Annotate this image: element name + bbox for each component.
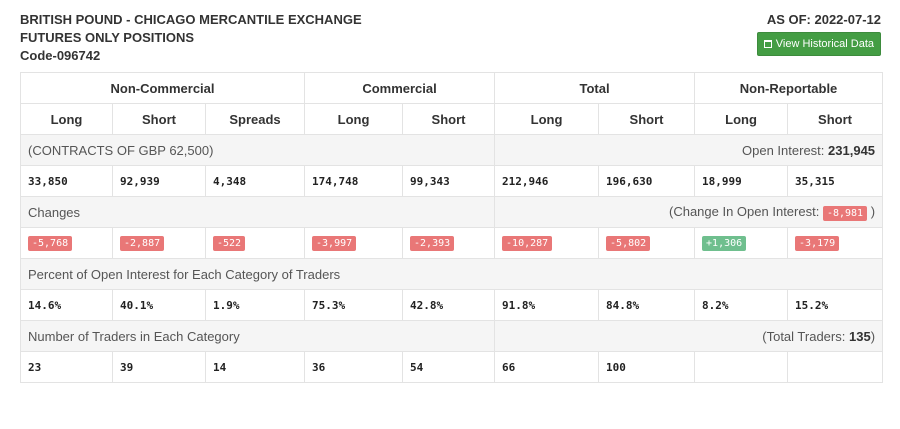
change-badge: -2,393 bbox=[410, 235, 455, 251]
table-cell: 212,946 bbox=[494, 165, 600, 197]
change-badge: -522 bbox=[213, 235, 246, 251]
change-badge: -3,179 bbox=[795, 235, 840, 251]
col-header: Long bbox=[494, 103, 600, 135]
percent-row: 14.6% 40.1% 1.9% 75.3% 42.8% 91.8% 84.8%… bbox=[20, 289, 884, 321]
table-cell: -5,802 bbox=[598, 227, 696, 259]
table-cell: 84.8% bbox=[598, 289, 696, 321]
change-badge: -5,802 bbox=[606, 235, 651, 251]
table-cell: 99,343 bbox=[402, 165, 496, 197]
change-oi-close: ) bbox=[870, 203, 876, 219]
change-badge: -3,997 bbox=[312, 235, 357, 251]
table-cell: -2,393 bbox=[402, 227, 496, 259]
table-cell: 92,939 bbox=[112, 165, 206, 197]
col-header: Long bbox=[694, 103, 789, 135]
table-cell: +1,306 bbox=[694, 227, 789, 259]
table-cell: 33,850 bbox=[20, 165, 113, 197]
table-cell: -5,768 bbox=[20, 227, 113, 259]
table-cell: 14.6% bbox=[20, 289, 113, 321]
table-cell: 35,315 bbox=[787, 165, 884, 197]
column-header-row: Long Short Spreads Long Short Long Short… bbox=[20, 103, 884, 135]
table-cell: 91.8% bbox=[494, 289, 600, 321]
table-cell: 174,748 bbox=[304, 165, 404, 197]
change-badge: -5,768 bbox=[28, 235, 73, 251]
total-traders-label: (Total Traders: bbox=[762, 328, 846, 344]
col-header: Long bbox=[304, 103, 404, 135]
table-cell: 18,999 bbox=[694, 165, 789, 197]
col-header: Long bbox=[20, 103, 113, 135]
group-non-reportable: Non-Reportable bbox=[694, 72, 884, 104]
title-line-2: FUTURES ONLY POSITIONS bbox=[20, 30, 195, 45]
change-open-interest: (Change In Open Interest: -8,981 ) bbox=[494, 196, 884, 228]
total-traders-close: ) bbox=[870, 328, 876, 344]
table-cell: 15.2% bbox=[787, 289, 884, 321]
group-non-commercial: Non-Commercial bbox=[19, 72, 306, 104]
historical-button-label: View Historical Data bbox=[775, 38, 874, 50]
col-header: Short bbox=[112, 103, 206, 135]
report-code: Code-096742 bbox=[20, 48, 101, 63]
view-historical-data-button[interactable]: View Historical Data bbox=[756, 32, 881, 56]
percent-label: Percent of Open Interest for Each Catego… bbox=[19, 258, 884, 290]
col-header: Short bbox=[402, 103, 496, 135]
open-interest-label: Open Interest: bbox=[742, 142, 825, 158]
total-traders: (Total Traders: 135) bbox=[494, 320, 884, 352]
report-title: BRITISH POUND - CHICAGO MERCANTILE EXCHA… bbox=[20, 11, 362, 65]
table-cell: 100 bbox=[598, 351, 696, 383]
table-cell bbox=[694, 351, 789, 383]
percent-label-row: Percent of Open Interest for Each Catego… bbox=[19, 258, 884, 290]
table-cell bbox=[787, 351, 884, 383]
positions-table: Non-Commercial Commercial Total Non-Repo… bbox=[19, 72, 884, 383]
change-oi-label: (Change In Open Interest: bbox=[669, 203, 820, 219]
table-cell: 36 bbox=[304, 351, 404, 383]
group-commercial: Commercial bbox=[304, 72, 496, 104]
changes-label-row: Changes (Change In Open Interest: -8,981… bbox=[19, 196, 884, 228]
open-interest: Open Interest: 231,945 bbox=[494, 134, 884, 166]
change-badge: -10,287 bbox=[502, 235, 553, 251]
table-cell: 1.9% bbox=[204, 289, 306, 321]
calendar-icon bbox=[763, 40, 772, 48]
col-header: Short bbox=[787, 103, 884, 135]
group-header-row: Non-Commercial Commercial Total Non-Repo… bbox=[19, 72, 884, 104]
open-interest-value: 231,945 bbox=[828, 142, 876, 158]
contracts-row: 33,850 92,939 4,348 174,748 99,343 212,9… bbox=[20, 165, 884, 197]
table-cell: -522 bbox=[204, 227, 306, 259]
group-total: Total bbox=[494, 72, 696, 104]
table-cell: 23 bbox=[20, 351, 113, 383]
contracts-label: (CONTRACTS OF GBP 62,500) bbox=[19, 134, 496, 166]
traders-row: 23 39 14 36 54 66 100 bbox=[20, 351, 884, 383]
col-header: Short bbox=[598, 103, 696, 135]
table-cell: 40.1% bbox=[112, 289, 206, 321]
change-badge: +1,306 bbox=[702, 235, 747, 251]
table-cell: 75.3% bbox=[304, 289, 404, 321]
table-cell: 66 bbox=[494, 351, 600, 383]
col-header: Spreads bbox=[204, 103, 306, 135]
title-line-1: BRITISH POUND - CHICAGO MERCANTILE EXCHA… bbox=[20, 12, 362, 27]
change-badge: -2,887 bbox=[120, 235, 165, 251]
table-cell: 14 bbox=[204, 351, 306, 383]
traders-label-row: Number of Traders in Each Category (Tota… bbox=[19, 320, 884, 352]
changes-label: Changes bbox=[19, 196, 496, 228]
table-cell: 8.2% bbox=[694, 289, 789, 321]
table-cell: 39 bbox=[112, 351, 206, 383]
table-cell: -10,287 bbox=[494, 227, 600, 259]
table-cell: -3,997 bbox=[304, 227, 404, 259]
as-of-date: AS OF: 2022-07-12 bbox=[766, 12, 881, 27]
table-cell: 54 bbox=[402, 351, 496, 383]
table-cell: 42.8% bbox=[402, 289, 496, 321]
traders-label: Number of Traders in Each Category bbox=[19, 320, 496, 352]
total-traders-value: 135 bbox=[848, 328, 871, 344]
table-cell: 196,630 bbox=[598, 165, 696, 197]
report-meta: AS OF: 2022-07-12 View Historical Data bbox=[756, 11, 881, 56]
changes-row: -5,768 -2,887 -522 -3,997 -2,393 -10,287… bbox=[20, 227, 884, 259]
change-oi-badge: -8,981 bbox=[822, 205, 868, 221]
contracts-label-row: (CONTRACTS OF GBP 62,500) Open Interest:… bbox=[19, 134, 884, 166]
table-cell: -3,179 bbox=[787, 227, 884, 259]
table-cell: -2,887 bbox=[112, 227, 206, 259]
table-cell: 4,348 bbox=[204, 165, 306, 197]
